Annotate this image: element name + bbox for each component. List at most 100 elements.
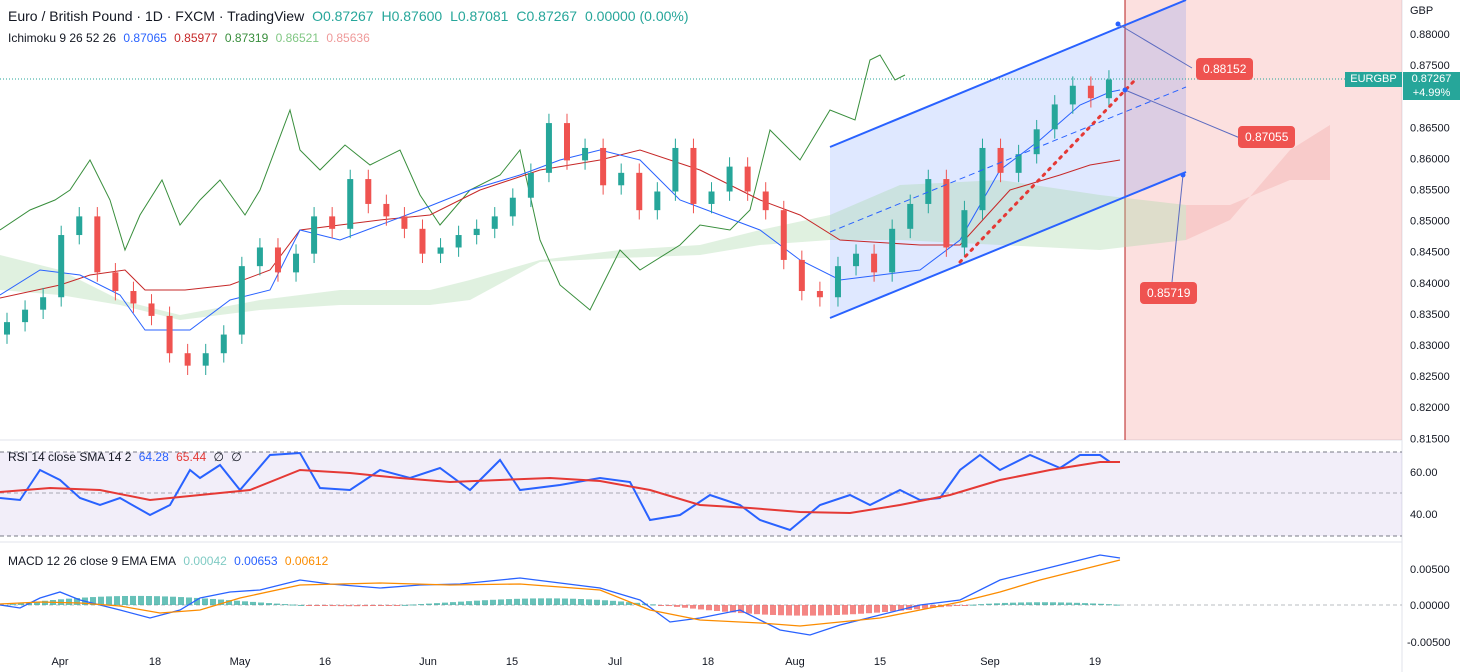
ichimoku-value-1: 0.87065	[123, 31, 167, 45]
macd-bar	[890, 605, 896, 612]
macd-bar	[674, 605, 680, 607]
macd-bar	[578, 599, 584, 605]
candle-body	[1069, 85, 1076, 105]
macd-bar	[1002, 602, 1008, 605]
price-tick: 0.83000	[1410, 340, 1450, 352]
macd-bar	[450, 602, 456, 605]
macd-bar	[514, 598, 520, 605]
macd-bar	[290, 604, 296, 606]
annotation-upper[interactable]: 0.88152	[1196, 58, 1254, 80]
channel-upper[interactable]	[829, 0, 1187, 148]
macd-bar	[170, 596, 176, 605]
macd-bar	[970, 604, 976, 606]
macd-bar	[626, 602, 632, 605]
pointer-lower	[1171, 174, 1184, 283]
ichimoku-legend[interactable]: Ichimoku 9 26 52 26 0.87065 0.85977 0.87…	[8, 31, 374, 45]
price-tick: 0.82000	[1410, 402, 1450, 414]
annotation-middle[interactable]: 0.87055	[1238, 126, 1296, 148]
candle-body	[509, 197, 516, 217]
candle-body	[907, 203, 914, 229]
macd-bar	[90, 597, 96, 605]
candle-body	[708, 191, 715, 204]
candle-body	[58, 235, 65, 298]
time-tick: 19	[1089, 656, 1101, 668]
candle-body	[130, 291, 137, 304]
macd-bar	[10, 604, 16, 606]
candle-body	[148, 303, 155, 316]
macd-signal-line	[0, 559, 1121, 627]
macd-bar	[314, 605, 320, 606]
macd-bar	[618, 601, 624, 605]
macd-bar	[978, 604, 984, 606]
candle-body	[943, 179, 950, 248]
symbol-title: Euro / British Pound · 1D · FXCM · Tradi…	[8, 8, 305, 24]
price-tick: 0.82500	[1410, 371, 1450, 383]
candle-body	[672, 147, 679, 192]
price-tick: 0.81500	[1410, 433, 1450, 445]
price-tick: 0.83500	[1410, 309, 1450, 321]
candle-body	[582, 147, 589, 161]
macd-bar	[498, 599, 504, 605]
macd-bar	[754, 605, 760, 615]
pointer-middle	[1124, 89, 1241, 139]
channel-lower[interactable]	[829, 171, 1187, 319]
rsi-label: RSI 14 close SMA 14 2	[8, 450, 132, 464]
time-tick: Sep	[980, 656, 1000, 668]
low-value: L0.87081	[450, 8, 509, 24]
macd-bar	[546, 598, 552, 605]
ichimoku-cloud	[0, 180, 1186, 320]
macd-bar	[1034, 602, 1040, 605]
macd-bar	[354, 605, 360, 607]
annotation-lower[interactable]: 0.85719	[1140, 282, 1198, 304]
last-price-tag[interactable]: 0.87267 +4.99%	[1403, 72, 1460, 100]
macd-bar	[794, 605, 800, 616]
candle-body	[798, 259, 805, 292]
candle-body	[762, 191, 769, 211]
macd-bar	[402, 604, 408, 606]
macd-bar	[186, 597, 192, 605]
symbol-tag[interactable]: EURGBP	[1345, 72, 1402, 87]
macd-bar	[834, 605, 840, 615]
macd-bar	[770, 605, 776, 615]
macd-bar	[386, 605, 392, 606]
time-tick: Aug	[785, 656, 805, 668]
macd-bar	[842, 605, 848, 615]
macd-bar	[410, 604, 416, 606]
candle-body	[690, 147, 697, 204]
macd-bar	[306, 605, 312, 606]
time-axis[interactable]: Apr 18 May 16 Jun 15 Jul 18 Aug 15 Sep 19	[51, 656, 1101, 668]
candle-body	[853, 253, 860, 267]
macd-bar	[138, 595, 144, 605]
macd-legend[interactable]: MACD 12 26 close 9 EMA EMA 0.00042 0.006…	[8, 554, 332, 568]
macd-bar	[1042, 602, 1048, 605]
macd-bar	[530, 598, 536, 605]
candle-body	[166, 315, 173, 354]
macd-bar	[178, 597, 184, 605]
macd-bar	[1018, 602, 1024, 605]
candle-body	[654, 191, 661, 211]
macd-bar	[346, 605, 352, 607]
macd-bar	[706, 605, 712, 611]
rsi-legend[interactable]: RSI 14 close SMA 14 2 64.28 65.44 ∅ ∅	[8, 450, 246, 464]
macd-bar	[698, 605, 704, 610]
candle-body	[744, 166, 751, 192]
change-value: 0.00000 (0.00%)	[584, 8, 689, 24]
rsi-na-2: ∅	[231, 450, 242, 464]
macd-bar	[42, 600, 48, 605]
symbol-legend: Euro / British Pound · 1D · FXCM · Tradi…	[8, 8, 693, 24]
candle-body	[600, 147, 607, 186]
macd-bar	[434, 603, 440, 605]
candle-body	[401, 216, 408, 229]
macd-bar	[34, 601, 40, 605]
ichimoku-value-5: 0.85636	[326, 31, 370, 45]
macd-bar	[378, 605, 384, 606]
candle-body	[1051, 104, 1058, 130]
ichimoku-value-3: 0.87319	[224, 31, 269, 45]
macd-bar	[458, 601, 464, 605]
price-axis[interactable]: 0.880000.875000.870000.865000.860000.855…	[1410, 29, 1450, 445]
macd-bar	[954, 605, 960, 606]
close-value: C0.87267	[516, 8, 578, 24]
candle-body	[365, 179, 372, 204]
macd-bar	[866, 605, 872, 614]
